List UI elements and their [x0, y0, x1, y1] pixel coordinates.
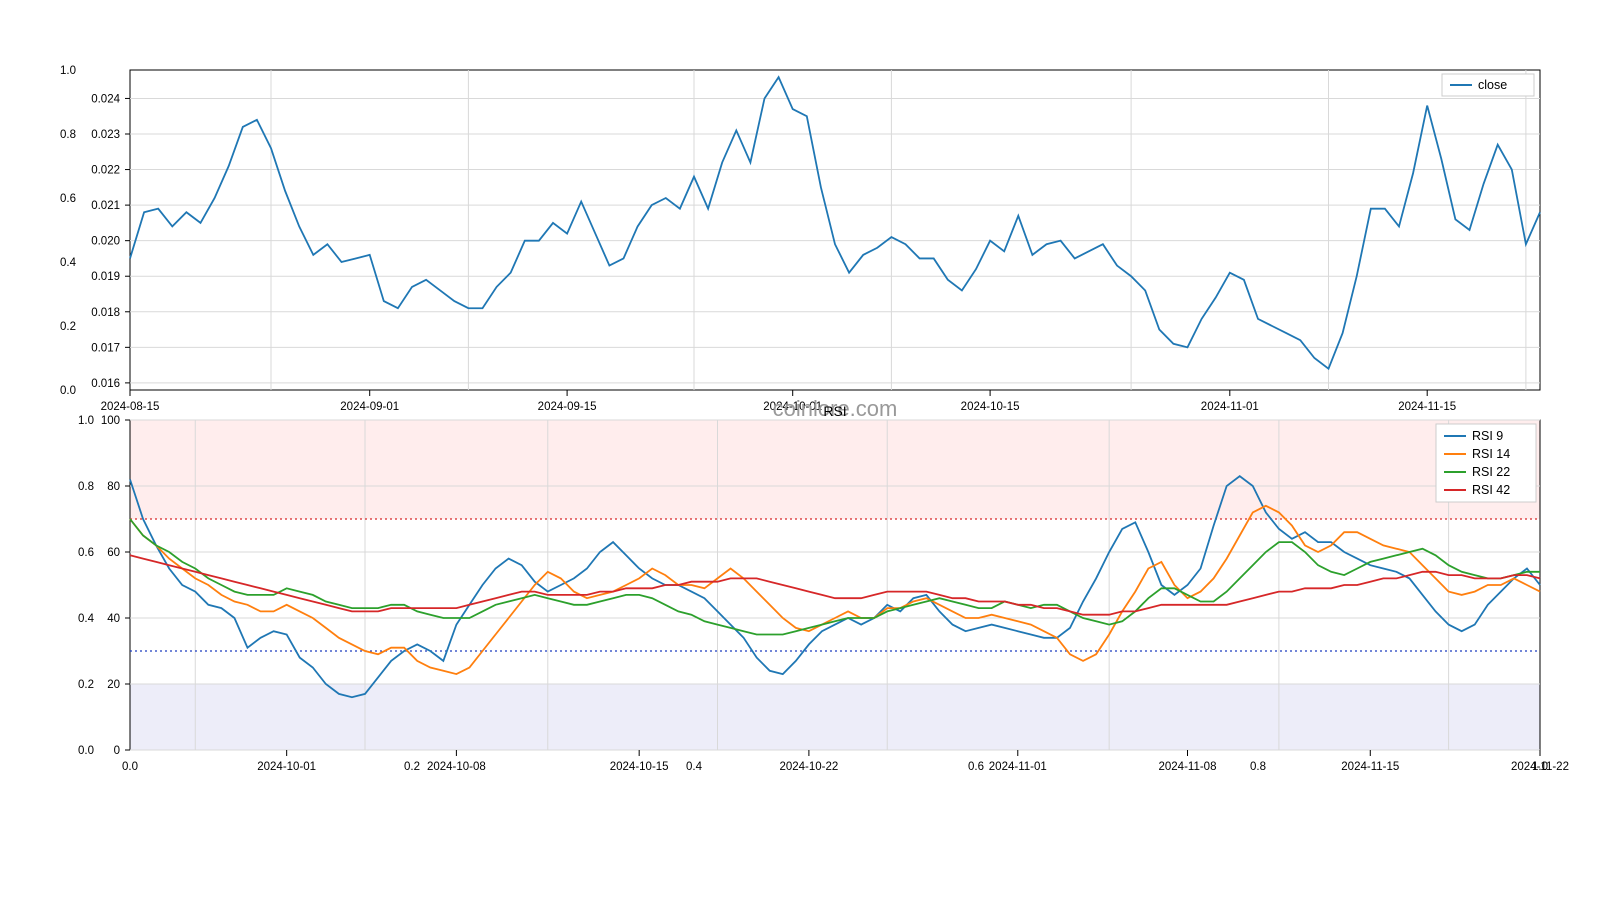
chart1-overlay-tick: 0.4 — [60, 257, 77, 269]
chart2-overlay-tick: 1.0 — [78, 415, 94, 427]
chart2-ytick: 60 — [107, 547, 120, 559]
chart-container: 0.0160.0170.0180.0190.0200.0210.0220.023… — [0, 0, 1600, 900]
chart-svg: 0.0160.0170.0180.0190.0200.0210.0220.023… — [0, 0, 1600, 900]
chart1-xtick: 2024-08-15 — [101, 401, 160, 413]
legend-label-close: close — [1478, 78, 1507, 92]
chart1-ytick: 0.023 — [91, 129, 120, 141]
legend-label-rsi-14: RSI 14 — [1472, 447, 1510, 461]
chart2-xtick: 2024-11-08 — [1159, 761, 1217, 773]
chart2-overlay-tick: 0.0 — [78, 745, 94, 757]
legend-label-rsi-42: RSI 42 — [1472, 483, 1510, 497]
chart1-xtick: 2024-09-01 — [340, 401, 399, 413]
chart2-ytick: 80 — [107, 481, 120, 493]
chart2-overlay-tick: 0.4 — [78, 613, 95, 625]
chart1-overlay-tick: 1.0 — [60, 65, 76, 77]
chart2-ytick: 100 — [101, 415, 120, 427]
chart2-ytick: 0 — [114, 745, 120, 757]
chart2-x-overlay: 0.2 — [404, 761, 420, 773]
legend-label-rsi-9: RSI 9 — [1472, 429, 1503, 443]
chart2-xtick: 2024-10-01 — [257, 761, 316, 773]
chart2-xtick: 2024-10-08 — [427, 761, 486, 773]
chart1-xtick: 2024-11-01 — [1201, 401, 1259, 413]
chart2-x-overlay: 0.6 — [968, 761, 984, 773]
chart1-ytick: 0.022 — [91, 165, 120, 177]
chart1-ytick: 0.019 — [91, 271, 120, 283]
legend-label-rsi-22: RSI 22 — [1472, 465, 1510, 479]
chart1-overlay-tick: 0.6 — [60, 193, 76, 205]
chart2-xtick: 2024-10-22 — [779, 761, 838, 773]
chart2-x-overlay: 0.4 — [686, 761, 703, 773]
chart1-overlay-tick: 0.0 — [60, 385, 76, 397]
series-rsi14 — [130, 506, 1540, 674]
chart1-ytick: 0.018 — [91, 307, 120, 319]
chart2-overlay-tick: 0.2 — [78, 679, 94, 691]
chart1-ytick: 0.021 — [91, 200, 120, 212]
chart1-ytick: 0.020 — [91, 236, 120, 248]
chart2-title: RSI — [823, 403, 846, 419]
chart2-overlay-tick: 0.6 — [78, 547, 94, 559]
chart1-overlay-tick: 0.2 — [60, 321, 76, 333]
chart1-xtick: 2024-09-15 — [538, 401, 597, 413]
chart1-xtick: 2024-10-15 — [961, 401, 1020, 413]
chart2-x-overlay: 0.8 — [1250, 761, 1266, 773]
chart1-ytick: 0.017 — [91, 342, 120, 354]
chart2-x-overlay: 0.0 — [122, 761, 138, 773]
rsi-overbought-band — [130, 420, 1540, 519]
chart2-x-overlay: 1.0 — [1532, 761, 1548, 773]
chart1-overlay-tick: 0.8 — [60, 129, 76, 141]
chart1-ytick: 0.016 — [91, 378, 120, 390]
chart2-overlay-tick: 0.8 — [78, 481, 94, 493]
chart1-ytick: 0.024 — [91, 93, 120, 105]
chart2-ytick: 40 — [107, 613, 120, 625]
chart2-xtick: 2024-11-01 — [989, 761, 1047, 773]
chart2-xtick: 2024-10-15 — [610, 761, 669, 773]
chart2-ytick: 20 — [107, 679, 120, 691]
chart1-xtick: 2024-11-15 — [1398, 401, 1456, 413]
chart2-xtick: 2024-11-15 — [1341, 761, 1399, 773]
